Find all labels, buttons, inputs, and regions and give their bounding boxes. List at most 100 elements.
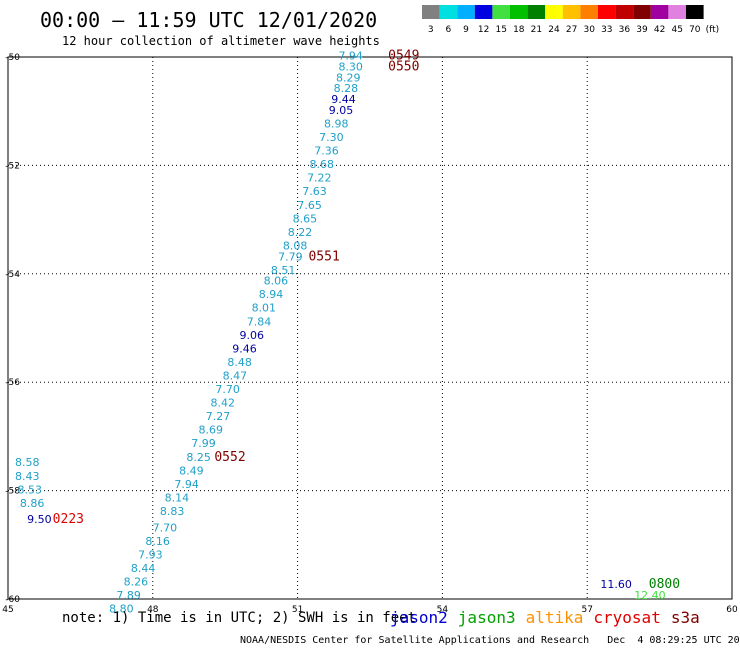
swh-label: 7.89 [116,589,141,602]
satellite-legend-item: jason3 [457,608,516,627]
swh-label: 8.47 [223,369,248,382]
time-label: 0800 [649,577,680,592]
color-scale-swatch [580,5,598,19]
color-scale-swatch [492,5,510,19]
swh-label: 8.83 [160,505,185,518]
x-tick-label: 51 [292,605,303,615]
y-tick-label: -52 [5,161,20,171]
chart-subtitle: 12 hour collection of altimeter wave hei… [62,34,380,48]
color-scale-tick-label: 6 [446,25,452,35]
units-note: note: 1) Time is in UTC; 2) SWH is in fe… [62,610,417,626]
color-scale-tick-label: 15 [495,25,506,35]
swh-label: 7.36 [314,145,339,158]
y-tick-label: -60 [5,595,20,605]
swh-label: 8.65 [293,212,318,225]
swh-label: 7.93 [138,548,163,561]
color-scale-tick-label: 21 [531,25,542,35]
plot-frame [7,56,733,600]
swh-label: 8.86 [20,497,45,510]
swh-label: 8.16 [145,535,170,548]
swh-label: 8.22 [288,226,313,239]
swh-label: 8.08 [283,239,308,252]
swh-label: 7.79 [278,250,303,263]
swh-label: 7.70 [153,521,178,534]
time-label: 0552 [214,450,245,465]
time-label: 0551 [308,249,339,264]
y-tick-label: -50 [5,53,20,63]
color-scale-tick-label: 18 [513,25,525,35]
color-scale-swatch [633,5,651,19]
color-scale-tick-label: 3 [428,25,434,35]
swh-label: 11.60 [600,578,632,591]
swh-label: 8.26 [124,575,149,588]
color-scale-tick-label: 30 [583,25,595,35]
swh-label: 8.06 [264,275,289,288]
y-tick-label: -56 [5,378,20,388]
color-scale-swatch [562,5,581,19]
swh-label: 9.46 [232,342,257,355]
color-scale-swatch [510,5,528,19]
time-label: 0550 [388,60,419,75]
swh-label: 8.98 [324,117,349,130]
swh-label: 8.69 [198,424,223,437]
swh-label: 8.44 [131,562,156,575]
satellite-legend-item: s3a [670,608,700,627]
color-scale-swatch [615,5,634,19]
swh-label: 7.22 [307,172,332,185]
color-scale-legend: 3 6 9 12 15 18 21 24 27 30 33 36 39 42 45 70 (ft) [422,5,720,35]
swh-label: 8.68 [309,158,334,171]
swh-label: 8.29 [336,71,361,84]
swh-label: 12.40 [634,589,666,602]
swh-label: 8.58 [15,456,40,469]
swh-label: 8.25 [186,451,211,464]
color-scale-swatch [650,5,669,19]
swh-label: 9.06 [239,329,264,342]
swh-label: 7.99 [191,437,216,450]
color-scale-tick-label: 45 [671,25,682,35]
satellite-legend-item: cryosat [593,608,661,627]
color-scale-tick-label: 36 [619,25,631,35]
footer-credit: NOAA/NESDIS Center for Satellite Applica… [240,635,740,646]
swh-label: 7.84 [247,315,272,328]
color-scale-swatch [527,5,546,19]
color-scale-tick-label: 12 [478,25,489,35]
swh-label: 8.01 [252,302,277,315]
time-label: 0549 [388,49,419,64]
x-tick-label: 48 [147,605,159,615]
satellite-legend-item: altika [525,608,584,627]
swh-label: 8.80 [109,603,134,616]
swh-label: 7.27 [206,410,231,423]
color-scale-swatch [457,5,475,19]
satellite-legend-item: jason2 [390,608,448,627]
swh-label: 9.50 [27,513,52,526]
swh-label: 9.05 [329,104,354,117]
swh-label: 7.94 [174,478,199,491]
color-scale-tick-label: 24 [548,25,560,35]
color-scale-swatch [668,5,686,19]
swh-label: 8.48 [227,356,252,369]
color-scale-tick-label: 70 [689,25,701,35]
color-scale-tick-label: 9 [463,25,469,35]
swh-label: 8.28 [334,82,359,95]
x-tick-label: 45 [2,605,13,615]
color-scale-swatch [439,5,458,19]
color-scale-swatch [422,5,440,19]
color-scale-swatch [686,5,704,19]
color-scale-unit: (ft) [706,25,720,35]
swh-label: 8.30 [338,61,363,74]
y-tick-label: -54 [5,270,20,280]
color-scale-swatch [474,5,493,19]
swh-label: 8.49 [179,464,204,477]
swh-label: 8.53 [17,483,42,496]
chart-title: 00:00 – 11:59 UTC 12/01/2020 [40,8,378,32]
time-label: 0223 [53,512,84,527]
color-scale-tick-label: 27 [566,25,577,35]
swh-label: 7.63 [302,185,327,198]
swh-label: 8.43 [15,470,40,483]
color-scale-tick-label: 39 [636,25,648,35]
x-tick-label: 54 [437,605,449,615]
color-scale-swatch [545,5,563,19]
swh-label: 7.94 [338,50,363,63]
swh-label: 8.51 [271,264,296,277]
